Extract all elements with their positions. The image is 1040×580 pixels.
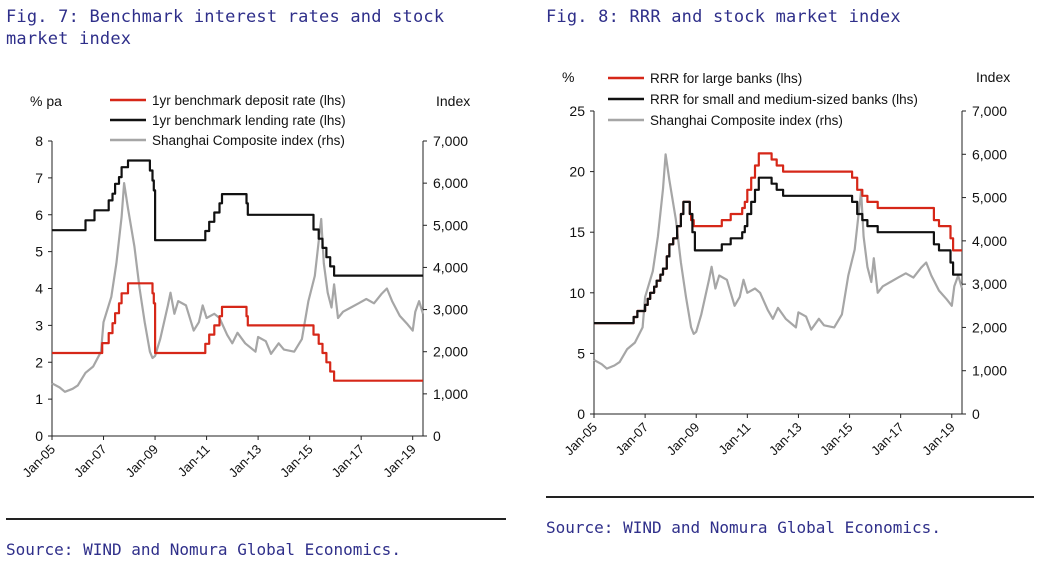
fig7-legend-label: Shanghai Composite index (rhs) [152, 133, 345, 148]
fig8-ytick-right-label: 5,000 [972, 190, 1007, 206]
fig7-ytick-right-label: 2,000 [433, 344, 468, 360]
fig7-xtick-label: Jan-05 [19, 442, 58, 481]
fig7-series-1yr-benchmark-lending-rate-lhs [52, 159, 423, 277]
fig8-ytick-left-label: 0 [577, 406, 585, 422]
fig7-legend-label: 1yr benchmark lending rate (lhs) [152, 113, 346, 128]
fig8-xtick-label: Jan-19 [919, 420, 958, 459]
fig7-title: Fig. 7: Benchmark interest rates and sto… [6, 7, 445, 49]
fig7-ytick-left-label: 5 [35, 244, 43, 260]
fig7-xtick-label: Jan-11 [175, 442, 213, 480]
fig8-xtick-label: Jan-17 [868, 420, 907, 459]
fig7-ylabel-right: Index [436, 93, 470, 109]
fig8-ytick-left-label: 15 [569, 224, 585, 240]
fig8-xtick-label: Jan-13 [766, 420, 805, 459]
fig8-xtick-label: Jan-09 [664, 420, 703, 459]
fig7-xtick-label: Jan-07 [71, 442, 110, 481]
fig7-ytick-right-label: 4,000 [433, 259, 468, 275]
fig8-xtick-label: Jan-05 [561, 420, 600, 459]
fig7-xtick-label: Jan-09 [122, 442, 161, 481]
fig7-series-1yr-benchmark-deposit-rate-lhs [52, 282, 423, 382]
fig7-legend-label: 1yr benchmark deposit rate (lhs) [152, 93, 346, 108]
fig7-ytick-left-label: 4 [35, 281, 43, 297]
fig7-source: Source: WIND and Nomura Global Economics… [6, 540, 401, 559]
fig7-series-shanghai-composite-index-rhs [51, 182, 425, 393]
fig8-ylabel-right: Index [976, 69, 1010, 85]
fig7-ytick-right-label: 1,000 [433, 386, 468, 402]
fig8-title: Fig. 8: RRR and stock market index [546, 7, 901, 27]
fig7-xtick-label: Jan-17 [329, 442, 368, 481]
fig7-ytick-left-label: 2 [35, 354, 43, 370]
fig7-ytick-left-label: 8 [35, 133, 43, 149]
fig8-ytick-right-label: 0 [972, 406, 980, 422]
fig7-divider [6, 518, 506, 520]
fig8-series-shanghai-composite-index-rhs [593, 153, 964, 370]
fig8-ytick-left-label: 20 [569, 164, 585, 180]
fig7-ytick-left-label: 6 [35, 207, 43, 223]
fig7-ylabel-left: % pa [30, 93, 62, 109]
fig7-ytick-left-label: 0 [35, 428, 43, 444]
fig7-ytick-right-label: 3,000 [433, 302, 468, 318]
fig7-ytick-right-label: 7,000 [433, 133, 468, 149]
fig7-ytick-left-label: 1 [35, 391, 43, 407]
fig8-series-rrr-for-small-and-medium-sized-banks-lhs [594, 176, 962, 325]
fig8-ytick-right-label: 3,000 [972, 276, 1007, 292]
fig8-legend-label: RRR for small and medium-sized banks (lh… [650, 92, 918, 107]
fig7-ytick-left-label: 3 [35, 317, 43, 333]
fig8-legend-label: Shanghai Composite index (rhs) [650, 113, 843, 128]
fig8-legend-label: RRR for large banks (lhs) [650, 71, 802, 86]
fig7-xtick-label: Jan-19 [380, 442, 419, 481]
fig8-ytick-left-label: 10 [569, 285, 585, 301]
fig7-xtick-label: Jan-13 [226, 442, 265, 481]
fig8-ylabel-left: % [562, 69, 574, 85]
fig8-ytick-left-label: 25 [569, 103, 585, 119]
fig7-ytick-left-label: 7 [35, 170, 43, 186]
fig8-ytick-right-label: 1,000 [972, 363, 1007, 379]
fig8-divider [546, 496, 1034, 498]
fig8-source: Source: WIND and Nomura Global Economics… [546, 518, 941, 537]
fig7-xtick-label: Jan-15 [277, 442, 316, 481]
fig8-xtick-label: Jan-15 [817, 420, 856, 459]
fig8-ytick-left-label: 5 [577, 345, 585, 361]
fig8-ytick-right-label: 7,000 [972, 103, 1007, 119]
fig8-ytick-right-label: 6,000 [972, 146, 1007, 162]
fig8-xtick-label: Jan-07 [613, 420, 652, 459]
fig8-ytick-right-label: 4,000 [972, 233, 1007, 249]
fig7-ytick-right-label: 5,000 [433, 217, 468, 233]
fig7-ytick-right-label: 6,000 [433, 175, 468, 191]
fig8-xtick-label: Jan-11 [715, 420, 753, 458]
fig7-ytick-right-label: 0 [433, 428, 441, 444]
fig8-ytick-right-label: 2,000 [972, 319, 1007, 335]
